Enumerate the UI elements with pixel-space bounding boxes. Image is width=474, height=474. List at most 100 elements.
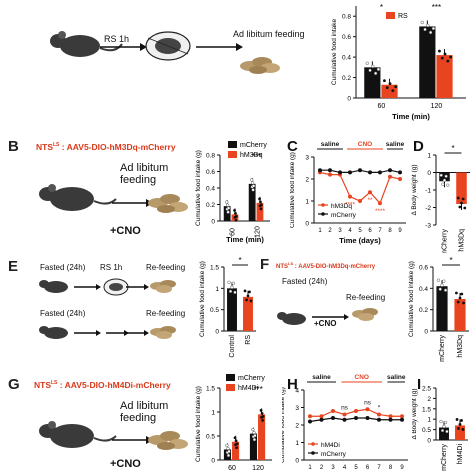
data-point [235, 446, 239, 450]
data-point [457, 427, 460, 430]
y-tick-label: 1.5 [422, 406, 431, 413]
legend-marker [321, 212, 325, 216]
data-point [251, 427, 255, 432]
legend-swatch [226, 384, 235, 391]
panel-c-label: C [287, 138, 298, 155]
y-tick-label: 0.5 [206, 434, 215, 441]
bar [436, 286, 448, 331]
y-tick-label: 0 [424, 329, 428, 336]
series-marker [319, 417, 324, 422]
y-axis-label: Cumulative food intake (g) [408, 261, 415, 337]
significance-mark: *** [252, 152, 261, 161]
y-tick-label: 4 [295, 388, 299, 395]
y-tick-label: 0.4 [419, 286, 428, 293]
data-point [461, 428, 465, 431]
y-tick-label: 0 [427, 438, 431, 445]
phase-label: CNO [355, 374, 369, 381]
y-tick-label: 0 [295, 458, 299, 465]
y-tick-label: 2 [295, 423, 299, 430]
panel-f-schematic [277, 308, 378, 325]
x-tick-label: 3 [338, 228, 342, 234]
x-axis-label: Time (min) [226, 235, 264, 244]
y-tick-label: 0 [347, 96, 351, 103]
significance-mark: ** [367, 197, 373, 204]
data-point [442, 424, 446, 429]
bar [364, 67, 381, 98]
data-point [443, 288, 448, 292]
y-tick-label: 0.2 [342, 75, 351, 82]
data-point [250, 178, 254, 182]
data-point [460, 201, 463, 205]
legend-label: mCherry [321, 451, 347, 458]
y-tick-label: -3 [425, 223, 431, 230]
series-marker [358, 168, 362, 173]
data-point [227, 280, 231, 284]
significance-mark: **** [375, 208, 386, 215]
series-marker [368, 170, 372, 175]
significance-mark: * [378, 405, 381, 412]
row1-fasted: Fasted (24h) [40, 263, 86, 272]
series-marker [342, 412, 347, 417]
significance-mark: *** [432, 3, 441, 12]
data-point [445, 429, 449, 434]
series-marker [388, 174, 392, 179]
x-tick-label: 6 [366, 465, 370, 471]
bar [243, 296, 253, 331]
step1-label: RS 1h [104, 34, 130, 44]
data-point [245, 298, 248, 302]
y-tick-label: 1 [427, 153, 431, 160]
data-point [260, 412, 264, 415]
f-fasted: Fasted (24h) [282, 277, 328, 286]
title-prefix: NTS [276, 264, 288, 270]
panel-a-schematic [50, 31, 280, 74]
y-tick-label: 3 [305, 155, 309, 162]
y-tick-label: 1.5 [206, 386, 215, 393]
series-marker [354, 416, 358, 420]
data-point [261, 415, 265, 418]
series-marker [348, 170, 352, 175]
y-tick-label: 0.2 [419, 307, 428, 314]
x-tick-label: Control [229, 335, 236, 358]
x-tick-label: mCherry [442, 229, 449, 253]
series-marker [388, 414, 393, 419]
data-point [261, 419, 265, 422]
series-marker [358, 199, 362, 203]
data-point [365, 61, 369, 65]
data-point [446, 183, 450, 187]
panel-e-chart: 0 0.5 1 1.5 Cumulative food intake (g) Contro… [199, 256, 256, 358]
panel-e: E Fasted (24h) RS 1h Re-feeding Fasted (… [0, 253, 474, 368]
y-tick-label: 0 [211, 458, 215, 465]
panel-i-chart: 0 0.5 1 1.5 2 2.5 Δ Body weight (g) mCherry hM4D… [412, 386, 468, 471]
x-tick-label: 120 [255, 226, 262, 238]
bar [455, 425, 465, 440]
cno-label: +CNO [110, 225, 141, 237]
data-point [444, 174, 448, 178]
data-point [436, 278, 441, 282]
food-pellets-icon [150, 326, 176, 339]
series-marker [377, 417, 381, 422]
significance-mark: * [238, 256, 241, 265]
x-tick-label: 9 [398, 228, 402, 234]
data-point [420, 20, 424, 25]
y-tick-label: 1 [211, 410, 215, 417]
series-marker [400, 414, 404, 419]
panel-f-label: F [260, 256, 270, 273]
data-point [234, 219, 238, 222]
legend-label: RS [398, 13, 408, 20]
food-pellets-icon [240, 57, 280, 74]
data-point [251, 188, 255, 192]
x-tick-label: hM3Dq [459, 229, 466, 252]
mouse-icon [277, 312, 306, 325]
title-sup: LS [288, 261, 294, 266]
row1-rs: RS 1h [100, 263, 123, 272]
y-axis-label: Cumulative food intake (g) [199, 261, 206, 337]
data-point [428, 30, 433, 35]
y-tick-label: 2 [427, 396, 431, 403]
series-marker [338, 170, 342, 175]
data-point [246, 294, 250, 298]
data-point [455, 291, 458, 295]
data-point [243, 289, 247, 293]
title-sup: LS [53, 142, 60, 149]
x-tick-label: 1 [318, 228, 322, 234]
data-point [234, 215, 238, 218]
